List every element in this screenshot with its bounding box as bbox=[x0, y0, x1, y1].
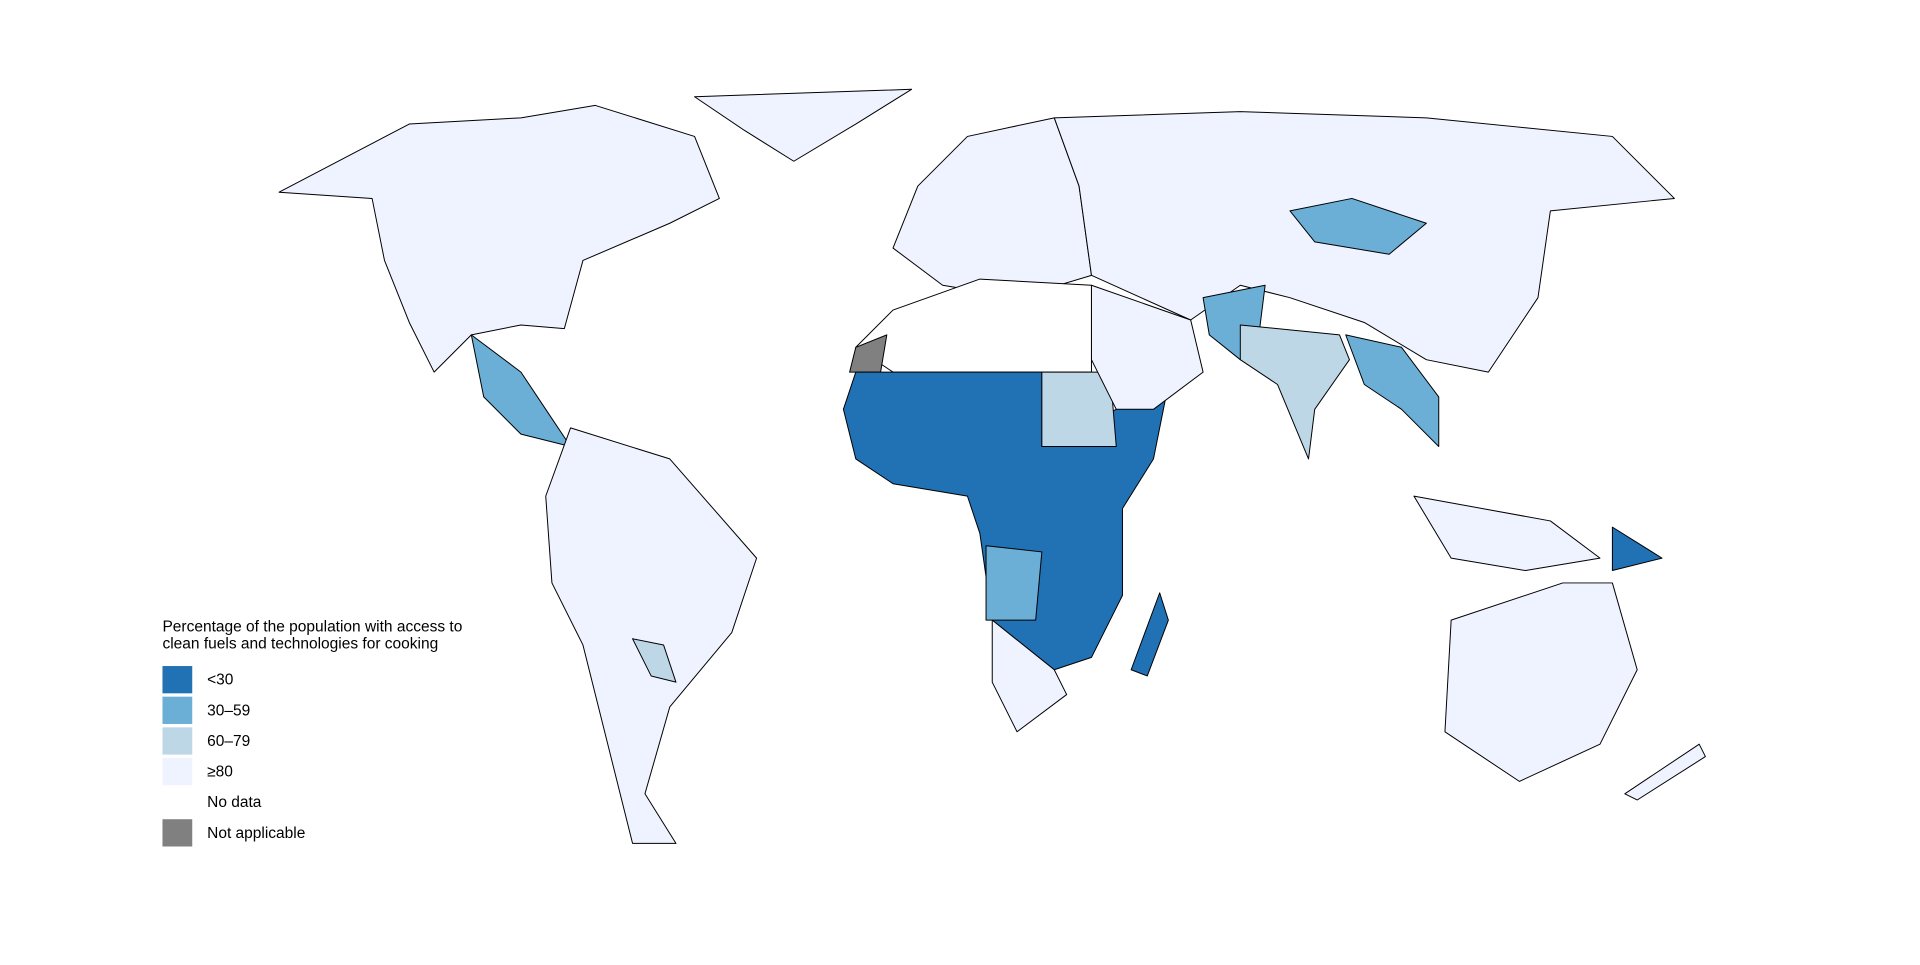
indonesia bbox=[1413, 495, 1601, 572]
greenland bbox=[694, 88, 913, 162]
new-zealand bbox=[1624, 743, 1706, 801]
madagascar bbox=[1130, 592, 1169, 677]
india bbox=[1239, 324, 1350, 460]
legend-label: No data bbox=[207, 794, 262, 811]
legend-title: Percentage of the population with access… bbox=[162, 618, 462, 635]
legend-swatch bbox=[162, 727, 193, 755]
papua-new-guinea bbox=[1611, 526, 1663, 572]
middle-east bbox=[1090, 284, 1204, 410]
central-america bbox=[470, 334, 572, 448]
legend-label: 30–59 bbox=[207, 702, 250, 719]
paraguay bbox=[632, 638, 677, 683]
legend-swatch bbox=[162, 819, 193, 847]
legend-swatch bbox=[162, 696, 193, 724]
map: Percentage of the population with access… bbox=[162, 88, 1706, 847]
north-africa bbox=[855, 278, 1092, 373]
mongolia bbox=[1289, 197, 1427, 255]
southeast-asia bbox=[1345, 334, 1440, 448]
southern-africa bbox=[991, 619, 1068, 733]
sub-saharan-africa bbox=[842, 371, 1167, 671]
europe bbox=[892, 117, 1092, 299]
legend: Percentage of the population with access… bbox=[162, 618, 462, 847]
south-america bbox=[545, 427, 758, 844]
legend-swatch bbox=[162, 757, 193, 786]
legend-swatch bbox=[162, 788, 193, 816]
sudan bbox=[1041, 371, 1117, 448]
angola bbox=[985, 545, 1043, 621]
legend-label: 60–79 bbox=[207, 733, 250, 750]
north-america bbox=[278, 104, 720, 373]
legend-swatch bbox=[162, 666, 193, 694]
legend-label: ≥80 bbox=[207, 764, 233, 781]
legend-title: clean fuels and technologies for cooking bbox=[162, 636, 438, 653]
legend-label: Not applicable bbox=[207, 825, 305, 842]
legend-label: <30 bbox=[207, 672, 234, 689]
australia bbox=[1444, 582, 1638, 782]
